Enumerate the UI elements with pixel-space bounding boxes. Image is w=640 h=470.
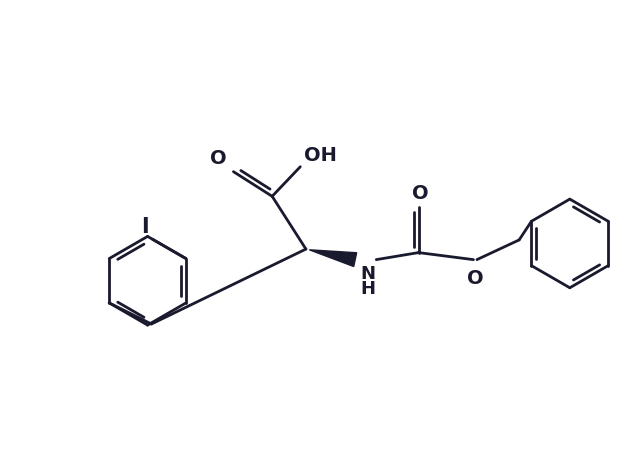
Text: O: O xyxy=(210,149,227,168)
Text: N
H: N H xyxy=(360,265,375,298)
Text: OH: OH xyxy=(304,146,337,164)
Text: I: I xyxy=(141,217,149,237)
Text: O: O xyxy=(467,269,483,288)
Polygon shape xyxy=(309,250,356,266)
Text: O: O xyxy=(412,184,428,204)
